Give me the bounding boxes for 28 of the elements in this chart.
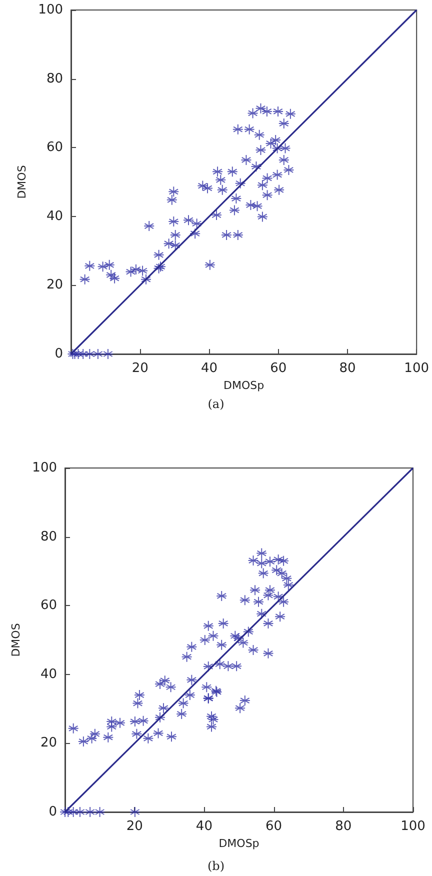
y-tick-label: 0 <box>48 804 57 820</box>
x-axis-title: DMOSp <box>224 378 264 392</box>
y-tick-label: 60 <box>46 140 63 156</box>
y-tick-label: 20 <box>40 736 57 751</box>
x-tick-label: 40 <box>200 361 218 376</box>
y-tick-label: 60 <box>40 598 57 614</box>
x-tick-label: 20 <box>132 361 148 376</box>
y-tick-label: 80 <box>46 71 63 86</box>
text: (a) <box>208 397 224 411</box>
text: (b) <box>207 859 225 873</box>
y-tick-label: 100 <box>38 2 63 18</box>
x-tick-label: 60 <box>266 819 282 834</box>
x-tick-label: 80 <box>335 819 352 834</box>
y-tick-label: 40 <box>40 666 57 682</box>
y-tick-label: 100 <box>32 460 57 476</box>
x-tick-label: 100 <box>404 361 430 376</box>
y-tick-label: 80 <box>40 529 57 544</box>
x-axis-title: DMOSp <box>218 836 260 850</box>
y-tick-label: 0 <box>54 346 63 362</box>
y-tick-label: 20 <box>46 278 63 293</box>
x-tick-label: 40 <box>196 819 212 834</box>
x-tick-label: 100 <box>400 819 426 834</box>
y-axis-title: DMOS <box>9 623 22 657</box>
y-tick-label: 40 <box>46 208 63 224</box>
y-axis-title: DMOS <box>15 165 28 199</box>
x-tick-label: 60 <box>270 361 287 376</box>
x-tick-label: 80 <box>339 361 356 376</box>
x-tick-label: 20 <box>126 819 143 834</box>
